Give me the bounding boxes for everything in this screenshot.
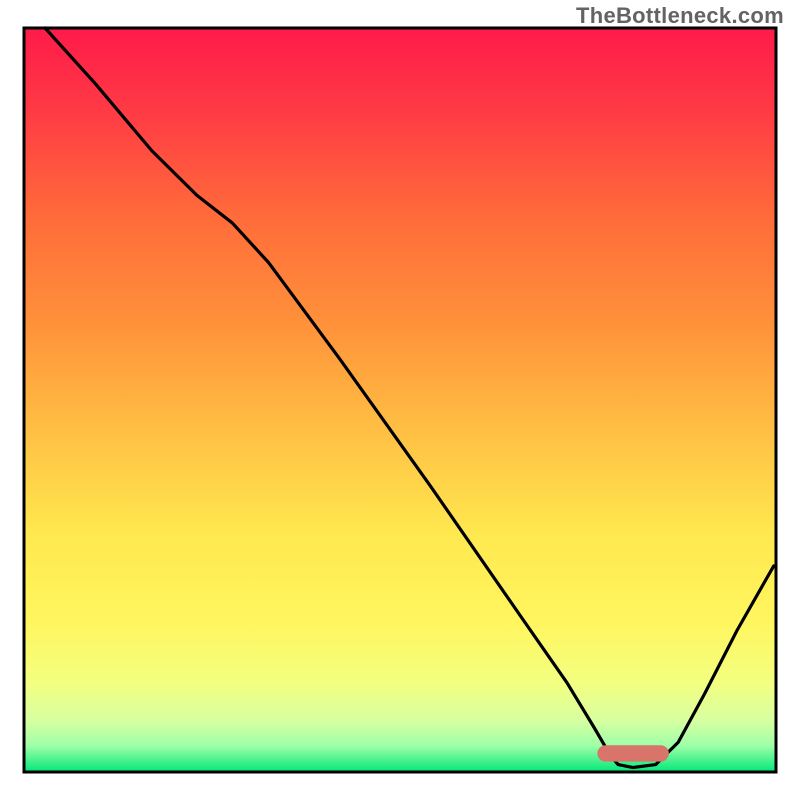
plot-background [24,28,776,772]
watermark-label: TheBottleneck.com [576,3,784,29]
optimal-marker [597,745,668,761]
bottleneck-chart [0,0,800,800]
chart-container: TheBottleneck.com [0,0,800,800]
